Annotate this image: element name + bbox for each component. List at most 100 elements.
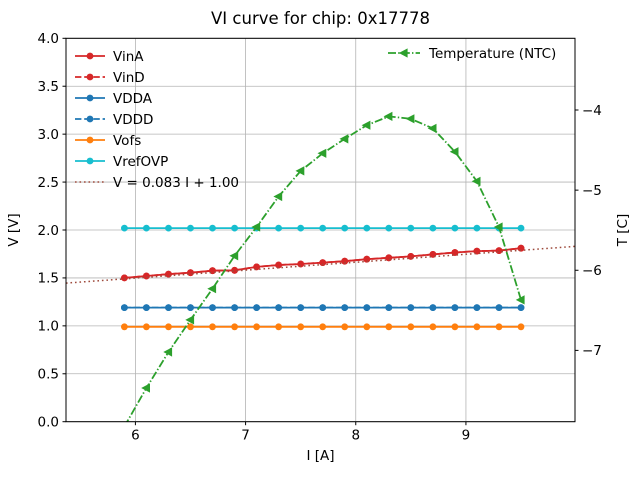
legend-temperature: Temperature (NTC)	[388, 46, 556, 62]
VrefOVP-marker	[407, 224, 415, 232]
VrefOVP-marker	[121, 224, 128, 232]
Vofs-marker	[231, 323, 239, 331]
temperature-marker	[427, 123, 437, 133]
VrefOVP-marker	[187, 224, 194, 232]
VDDD-marker	[363, 304, 371, 311]
VDDD-marker	[495, 304, 503, 311]
VinD-marker	[495, 247, 503, 255]
VDDD-marker	[407, 304, 415, 311]
Vofs-marker	[473, 323, 481, 331]
Vofs-marker	[407, 323, 415, 331]
Vofs-marker	[121, 323, 128, 331]
temperature-marker	[515, 295, 525, 305]
VDDD-marker	[231, 304, 239, 311]
y-tick-label-left: 1.5	[38, 271, 59, 287]
VDDD-marker	[451, 304, 459, 311]
temperature-marker	[361, 120, 371, 130]
VDDD-marker	[297, 304, 305, 311]
VDDD-marker	[517, 304, 525, 311]
VrefOVP-marker	[209, 224, 216, 232]
legend-item-VrefOVP: VrefOVP	[75, 154, 168, 170]
temperature-marker	[493, 222, 503, 232]
legend-voltage: VinA VinD VDDA VDDD Vofs VrefOVP V = 0.083 I +…	[75, 49, 239, 191]
y-tick-label-right: −6	[582, 263, 602, 279]
VrefOVP-marker	[341, 224, 349, 232]
Vofs-marker	[209, 323, 216, 331]
x-tick-label: 7	[241, 428, 250, 444]
y-tick-label-left: 0.5	[38, 367, 59, 383]
VinD-marker	[517, 244, 525, 252]
VinD-marker	[121, 274, 128, 282]
VrefOVP-marker	[297, 224, 305, 232]
series-VDDD	[121, 304, 525, 311]
Vofs-marker	[363, 323, 371, 331]
VinD-marker	[297, 260, 305, 268]
temperature-marker	[295, 166, 305, 176]
temperature-marker	[163, 347, 173, 357]
legend-label-VDDA: VDDA	[113, 91, 153, 107]
VinD-marker	[253, 263, 260, 271]
x-tick-label: 8	[351, 428, 360, 444]
temperature-marker	[185, 315, 195, 325]
temperature-marker	[317, 148, 327, 158]
VrefOVP-marker	[429, 224, 437, 232]
VDDD-marker	[319, 304, 327, 311]
legend-item-VDDA: VDDA	[75, 91, 153, 107]
legend-item-temperature: Temperature (NTC)	[388, 46, 556, 62]
temperature-marker	[471, 176, 481, 186]
VDDD-marker	[143, 304, 150, 311]
y-tick-label-left: 3.5	[38, 79, 59, 95]
series-VrefOVP	[121, 224, 525, 232]
VDDD-marker	[429, 304, 437, 311]
VrefOVP-marker	[363, 224, 371, 232]
VinD-marker	[143, 272, 150, 280]
VDDD-marker	[341, 304, 349, 311]
axes: 6 7 8 9 0.0 0.5 1.0 1.5 2.0 2.5 3.0 3.5 4.0 −4 −5 −6 −7	[38, 31, 602, 444]
x-axis-label: I [A]	[306, 448, 334, 464]
series-Vofs	[121, 323, 525, 331]
y-tick-label-left: 2.5	[38, 175, 59, 191]
temperature-marker	[251, 222, 261, 232]
VDDD-marker	[253, 304, 260, 311]
legend-Vofs-marker	[86, 136, 94, 144]
VDDD-marker	[385, 304, 393, 311]
VrefOVP-marker	[231, 224, 239, 232]
series-temperature	[119, 111, 525, 431]
VinD-marker	[385, 254, 393, 262]
Vofs-marker	[165, 323, 172, 331]
VrefOVP-marker	[473, 224, 481, 232]
temperature-marker	[119, 422, 128, 431]
legend-temperature-marker	[398, 48, 408, 58]
legend-item-fit-line: V = 0.083 I + 1.00	[75, 175, 239, 191]
y-tick-label-right: −7	[582, 343, 602, 359]
legend-label-Vofs: Vofs	[113, 133, 141, 149]
Vofs-marker	[319, 323, 327, 331]
VDDD-marker	[165, 304, 172, 311]
Vofs-marker	[253, 323, 260, 331]
VrefOVP-marker	[275, 224, 282, 232]
VDDD-marker	[187, 304, 194, 311]
VinD-marker	[363, 255, 371, 263]
VinD-marker	[319, 259, 327, 266]
legend-label-fit-line: V = 0.083 I + 1.00	[113, 175, 239, 191]
y-tick-label-left: 1.0	[38, 319, 59, 335]
y-tick-label-left: 0.0	[38, 415, 59, 431]
legend-label-VDDD: VDDD	[113, 112, 153, 128]
plot-series	[66, 111, 575, 431]
Vofs-marker	[341, 323, 349, 331]
legend-VinD-marker	[86, 73, 94, 81]
temperature-marker	[449, 147, 459, 157]
chart-title: VI curve for chip: 0x17778	[211, 9, 430, 28]
temperature-marker	[339, 134, 349, 144]
legend-VinA-marker	[86, 52, 94, 60]
VrefOVP-marker	[385, 224, 393, 232]
VDDD-marker	[275, 304, 282, 311]
legend-VrefOVP-marker	[86, 157, 94, 165]
legend-label-VrefOVP: VrefOVP	[113, 154, 168, 170]
Vofs-marker	[495, 323, 503, 331]
VinD-marker	[231, 266, 239, 274]
y-tick-label-right: −5	[582, 183, 602, 199]
legend-label-VinD: VinD	[113, 70, 145, 86]
legend-item-VinA: VinA	[75, 49, 144, 65]
